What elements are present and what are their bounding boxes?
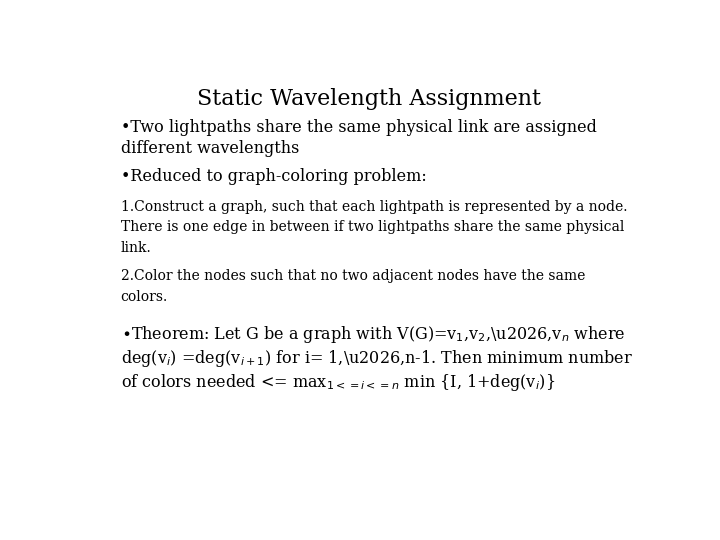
Text: 2.Color the nodes such that no two adjacent nodes have the same: 2.Color the nodes such that no two adjac…: [121, 269, 585, 284]
Text: $\bullet$Theorem: Let G be a graph with V(G)=v$_1$,v$_2$,\u2026,v$_n$ where: $\bullet$Theorem: Let G be a graph with …: [121, 324, 625, 345]
Text: deg(v$_i$) =deg(v$_{i+1}$) for i= 1,\u2026,n-1. Then minimum number: deg(v$_i$) =deg(v$_{i+1}$) for i= 1,\u20…: [121, 348, 633, 369]
Text: There is one edge in between if two lightpaths share the same physical: There is one edge in between if two ligh…: [121, 220, 624, 234]
Text: Static Wavelength Assignment: Static Wavelength Assignment: [197, 87, 541, 110]
Text: of colors needed <= max$_{1<=i<=n}$ min {I, 1+deg(v$_i$)}: of colors needed <= max$_{1<=i<=n}$ min …: [121, 373, 555, 394]
Text: 1.Construct a graph, such that each lightpath is represented by a node.: 1.Construct a graph, such that each ligh…: [121, 200, 627, 214]
Text: •Reduced to graph-coloring problem:: •Reduced to graph-coloring problem:: [121, 168, 426, 185]
Text: •Two lightpaths share the same physical link are assigned: •Two lightpaths share the same physical …: [121, 119, 597, 136]
Text: link.: link.: [121, 241, 151, 255]
Text: different wavelengths: different wavelengths: [121, 140, 299, 157]
Text: colors.: colors.: [121, 290, 168, 303]
